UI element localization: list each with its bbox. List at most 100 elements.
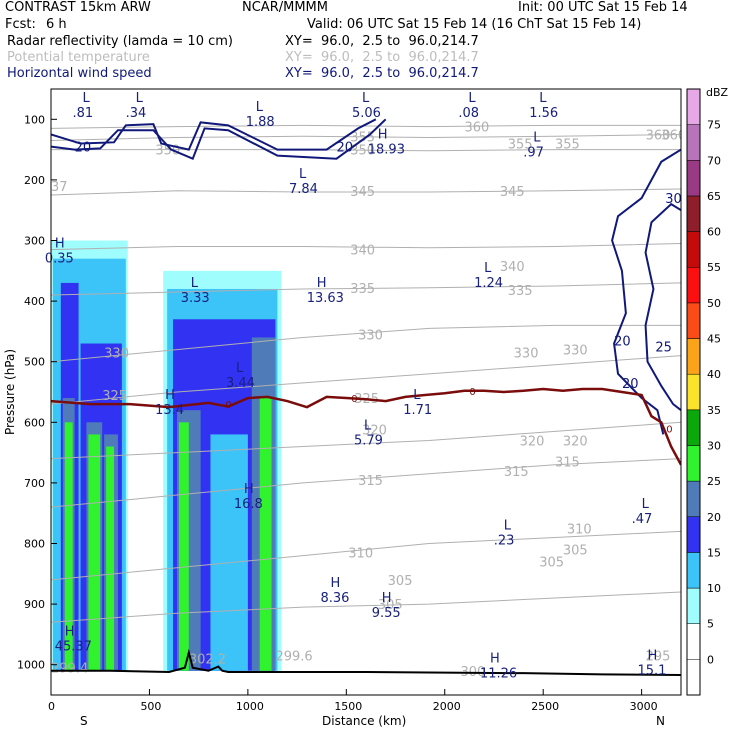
y-tick-label: 400 [24, 295, 45, 308]
y-tick-label: 500 [24, 356, 45, 369]
extremum-letter: H [331, 576, 341, 591]
theta-label: 330 [358, 328, 383, 343]
colorbar-swatch [686, 124, 701, 161]
y-tick-label: 1000 [17, 659, 45, 672]
extremum-value: 5.06 [352, 106, 381, 121]
extremum-value: .81 [72, 106, 93, 121]
theta-label: 340 [500, 260, 525, 275]
theta-label: 315 [358, 474, 383, 489]
y-axis-title: Pressure (hPa) [3, 349, 17, 435]
extremum-letter: L [299, 167, 307, 182]
extremum-letter: L [82, 91, 90, 106]
colorbar-tick-label: 25 [707, 475, 721, 488]
reflectivity-cell [106, 446, 114, 671]
theta-label: 355 [555, 138, 580, 153]
y-tick-label: 900 [24, 598, 45, 611]
theta-label: 320 [563, 434, 588, 449]
extremum-value: .47 [632, 512, 653, 527]
extremum-letter: H [317, 276, 327, 291]
freezing-level: 0 0 0 0 [51, 387, 681, 466]
theta-label: 330 [104, 347, 129, 362]
theta-label: 335 [350, 282, 375, 297]
x-tick-label: 0 [48, 700, 55, 713]
extremum-value: 5.79 [354, 433, 383, 448]
colorbar-tick-label: 55 [707, 261, 721, 274]
model-title: CONTRAST 15km ARW [5, 0, 151, 15]
theta-label: 305 [539, 556, 564, 571]
highs-lows: L.81L.34 L1.88L5.06L.08L1.56H18.93L.97L7.… [45, 91, 667, 682]
x-tick-label: 2000 [433, 700, 461, 713]
y-tick-label: 800 [24, 538, 45, 551]
terrain-line [51, 648, 681, 677]
colorbar-tick-label: 15 [707, 546, 721, 559]
wind-contour-line [644, 202, 681, 411]
theta-contour-line [51, 282, 681, 296]
theta-label: 305 [388, 574, 413, 589]
extremum-letter: H [165, 388, 175, 403]
theta-label: 299.6 [275, 650, 312, 665]
valid-time: Valid: 06 UTC Sat 15 Feb 14 (16 ChT Sat … [307, 17, 642, 32]
extremum-letter: H [490, 652, 500, 667]
freezing-level-label: 0 [666, 424, 672, 435]
colorbar-tick-label: 50 [707, 297, 721, 310]
colorbar-swatch [686, 160, 701, 197]
terrain [51, 648, 681, 677]
extremum-letter: L [539, 91, 547, 106]
wind-contour-line [51, 118, 387, 161]
colorbar-swatch [686, 552, 701, 589]
freezing-level-label: 0 [469, 387, 475, 398]
field1-xy: XY= 96.0, 2.5 to 96.0,214.7 [285, 34, 479, 49]
colorbar-swatch [686, 266, 701, 304]
theta-label: 320 [520, 434, 545, 449]
extremum-letter: H [647, 649, 657, 664]
extremum-value: .08 [458, 106, 479, 121]
extremum-letter: L [642, 497, 650, 512]
extremum-letter: L [362, 91, 370, 106]
extremum-letter: L [533, 131, 541, 146]
wind-label: 20 [614, 334, 631, 349]
y-tick-label: 300 [24, 235, 45, 248]
extremum-letter: H [55, 237, 65, 252]
extremum-value: 1.71 [403, 403, 432, 418]
colorbar-tick-label: 75 [707, 119, 721, 132]
theta-label: 310 [567, 522, 592, 537]
extremum-value: 9.55 [372, 606, 401, 621]
x-end-label: N [656, 714, 665, 728]
colorbar-tick-label: 60 [707, 226, 721, 239]
theta-contour-line [51, 243, 681, 251]
field2-xy: XY= 96.0, 2.5 to 96.0,214.7 [285, 50, 479, 65]
colorbar-swatch [686, 88, 701, 125]
theta-contour-line [51, 188, 681, 196]
extremum-letter: H [244, 482, 254, 497]
theta-label: 360 [646, 128, 671, 143]
extremum-value: .34 [126, 106, 147, 121]
reflectivity-layer [51, 240, 282, 671]
extremum-value: 3.33 [181, 291, 210, 306]
colorbar-swatch [686, 623, 701, 660]
theta-label: 315 [555, 456, 580, 471]
reflectivity-cell [64, 422, 73, 671]
theta-label: 355 [508, 138, 533, 153]
colorbar-frame [686, 88, 701, 696]
colorbar-swatch [686, 516, 701, 553]
theta-label: 330 [563, 344, 588, 359]
extremum-value: 3.44 [226, 376, 255, 391]
theta-label: 330 [514, 347, 539, 362]
colorbar-tick-label: 65 [707, 190, 721, 203]
extremum-value: 13.4 [155, 403, 184, 418]
y-tick-label: 200 [24, 174, 45, 187]
extremum-letter: L [484, 261, 492, 276]
reflectivity-cell [259, 398, 272, 671]
x-tick-label: 3000 [630, 700, 658, 713]
theta-label: 302.2 [189, 653, 226, 668]
fcst-value: 6 h [46, 17, 67, 32]
theta-label: 345 [500, 185, 525, 200]
wind-label: 20 [336, 141, 353, 156]
colorbar-tick-label: 70 [707, 154, 721, 167]
theta-contour-line [51, 530, 681, 581]
colorbar-tick-label: 40 [707, 368, 721, 381]
reflectivity-cell [178, 422, 189, 671]
theta-label: 360 [464, 121, 489, 136]
